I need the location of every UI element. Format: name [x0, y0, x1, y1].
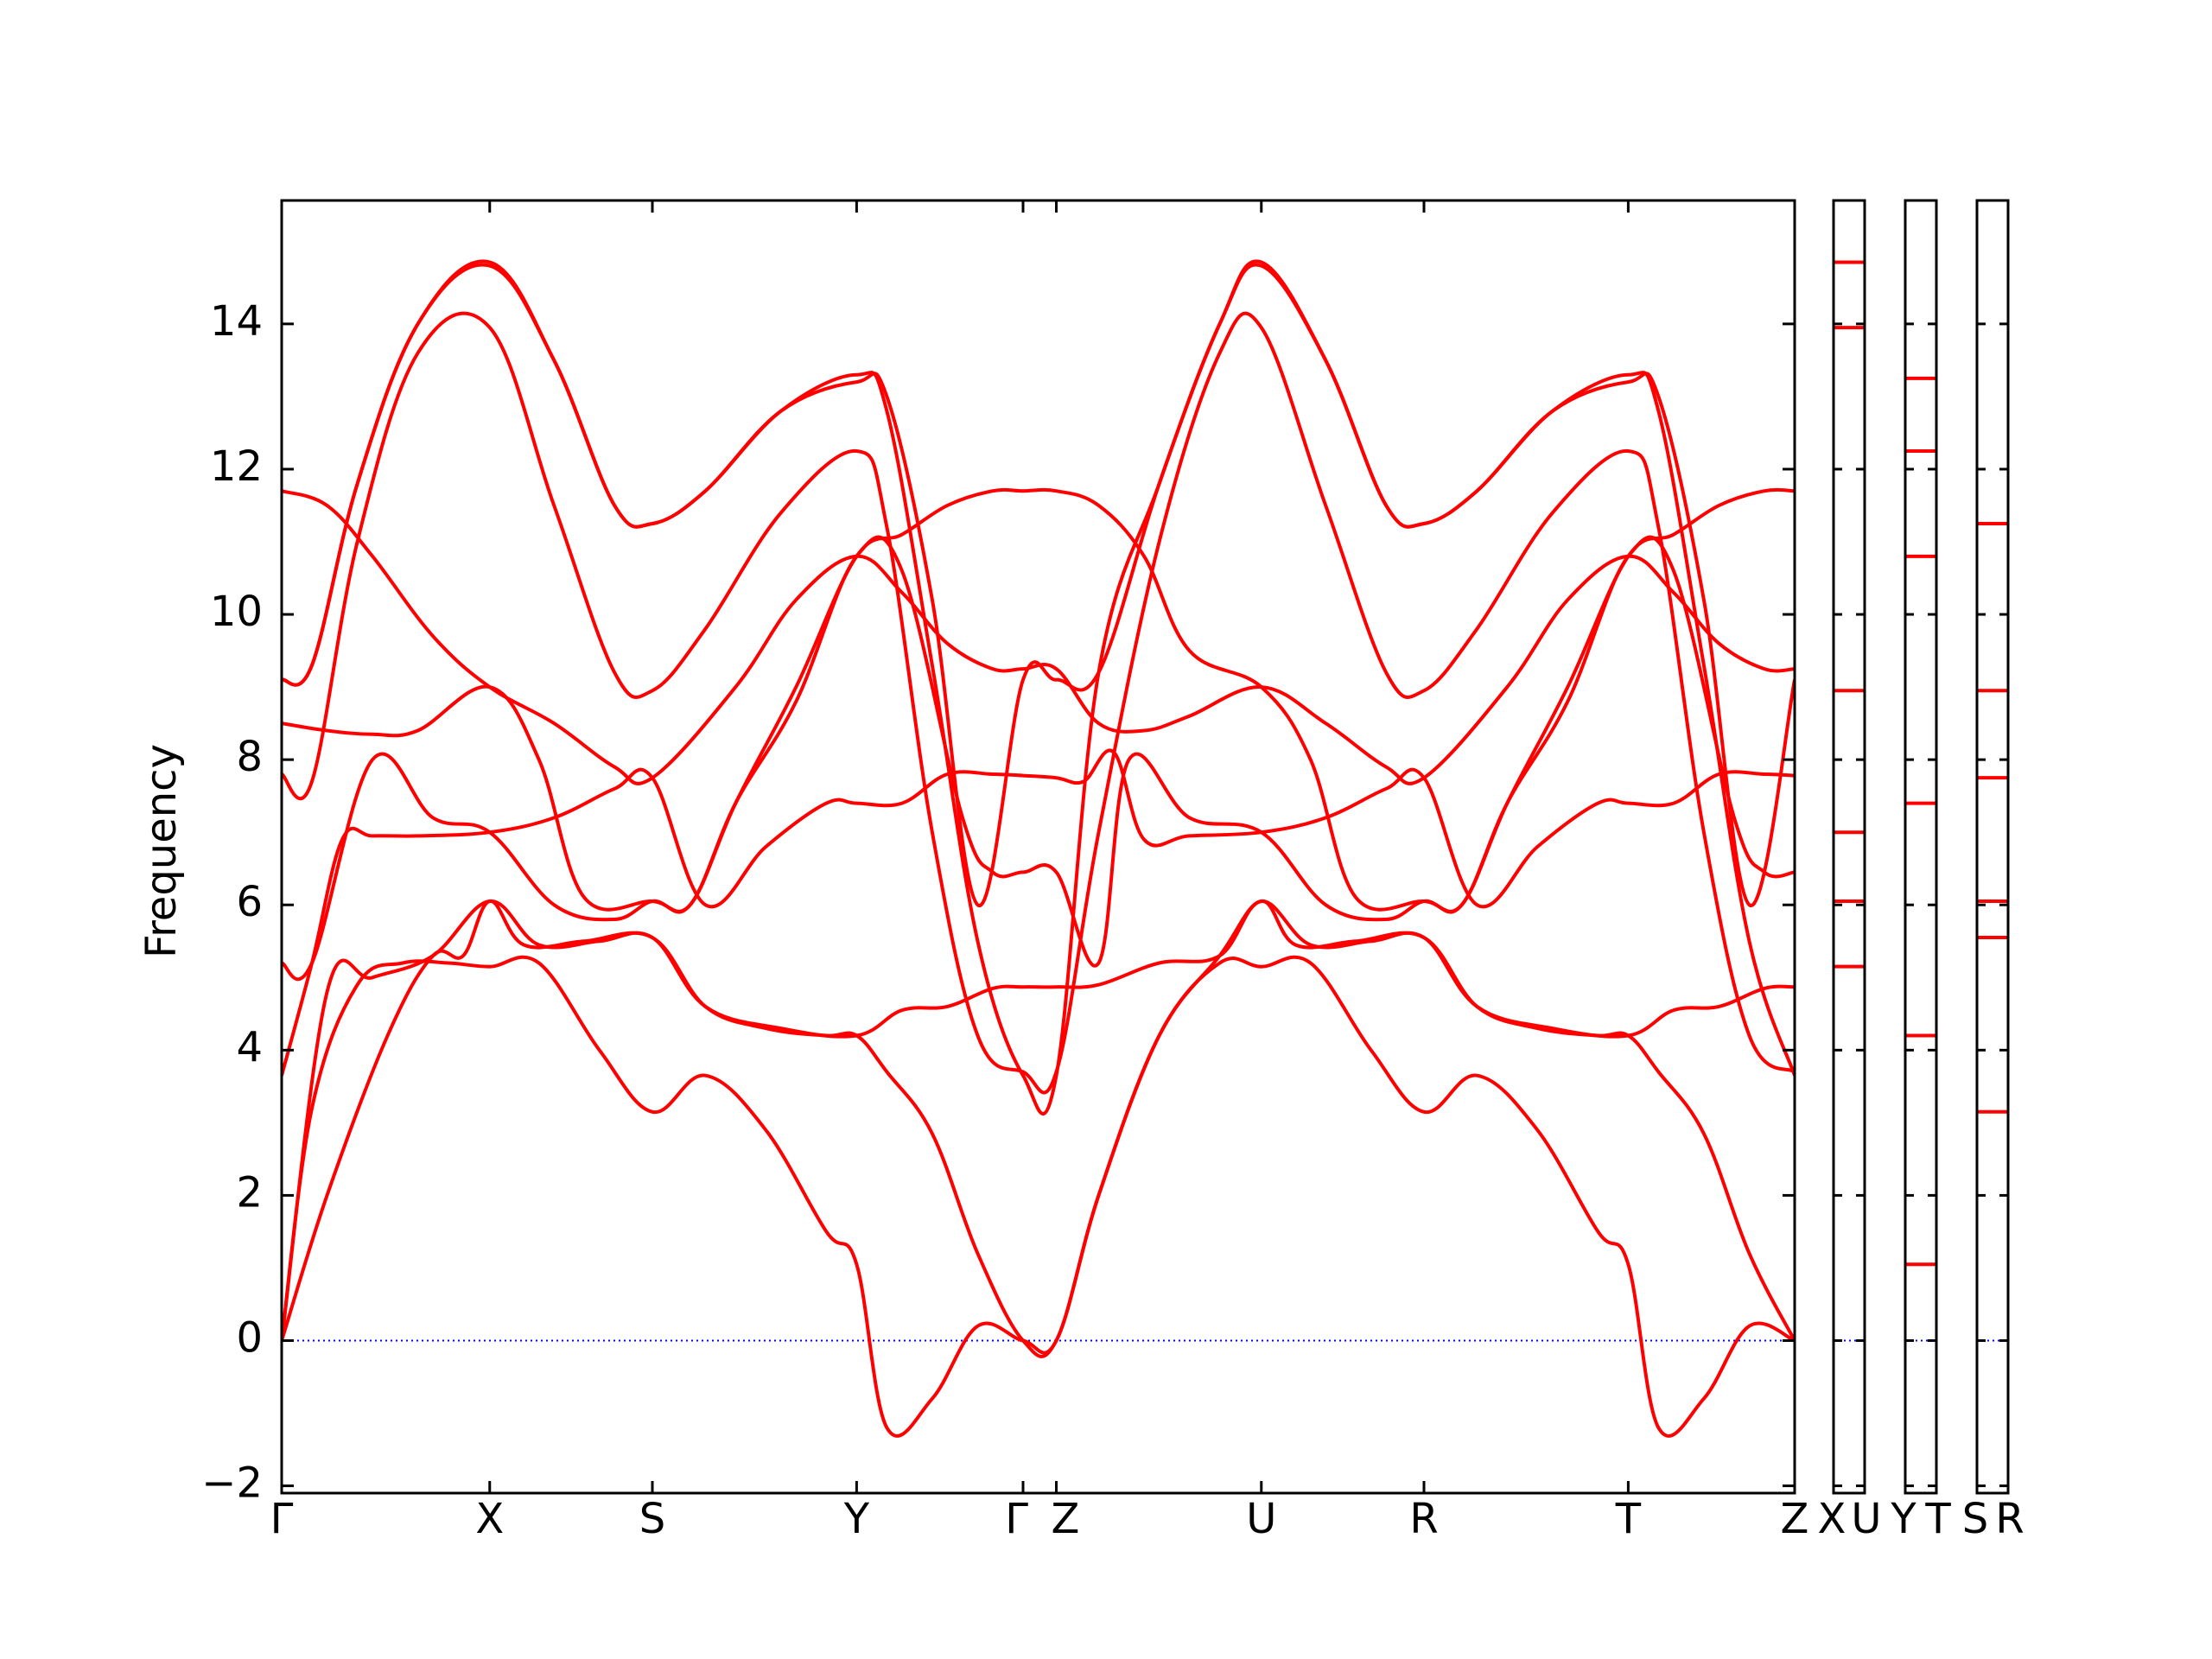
side-left-label: S	[1962, 1495, 1988, 1543]
y-tick-label: 8	[236, 733, 263, 781]
x-point-label: T	[1615, 1495, 1642, 1543]
band-line-8	[282, 311, 1795, 1095]
y-tick-label: 0	[236, 1314, 263, 1363]
side-left-label: X	[1818, 1495, 1847, 1543]
y-tick-label: 4	[236, 1023, 263, 1071]
y-tick-label: 6	[236, 878, 263, 926]
side-right-label: U	[1851, 1495, 1881, 1543]
side-frame	[1904, 199, 1938, 1495]
y-tick-label: 12	[210, 442, 263, 491]
x-point-label: Γ	[1005, 1495, 1028, 1543]
x-point-label: Γ	[270, 1495, 294, 1543]
y-tick-label: 10	[210, 588, 263, 636]
x-point-label: U	[1246, 1495, 1276, 1543]
band-line-10	[282, 263, 1795, 907]
side-left-label: Y	[1890, 1495, 1916, 1543]
side-right-label: R	[1995, 1495, 2024, 1543]
y-tick-label: 14	[210, 297, 263, 346]
x-point-label: Z	[1781, 1495, 1809, 1543]
x-point-label: X	[475, 1495, 504, 1543]
y-axis-title: Frequency	[137, 744, 186, 958]
side-right-label: T	[1924, 1495, 1951, 1543]
x-point-label: Z	[1052, 1495, 1080, 1543]
y-tick-label: 2	[236, 1168, 263, 1217]
x-point-label: S	[639, 1495, 665, 1543]
bands-group	[282, 259, 1795, 1438]
y-tick-label: −2	[201, 1459, 263, 1508]
band-line-4	[282, 748, 1795, 1077]
x-point-label: Y	[843, 1495, 870, 1543]
band-line-3	[282, 899, 1795, 1341]
x-point-label: R	[1409, 1495, 1438, 1543]
side-frame	[1832, 199, 1866, 1495]
band-line-6	[282, 487, 1795, 914]
band-line-7	[282, 489, 1795, 785]
main-frame	[280, 199, 1796, 1495]
side-frame	[1975, 199, 2010, 1495]
band-line-5	[282, 535, 1795, 982]
